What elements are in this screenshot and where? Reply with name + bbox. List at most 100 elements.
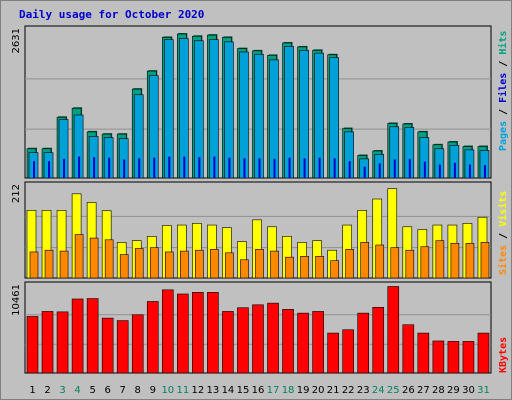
y-max-label: 212 [11,184,22,203]
sites-bar [119,254,129,279]
pages-bar [108,157,111,178]
day-label: 13 [207,385,220,396]
kbytes-bar [462,341,475,374]
pages-bar [33,161,35,178]
day-label: 28 [432,385,445,396]
pages-bar [468,164,471,178]
sites-bar [390,247,400,279]
kbytes-bar [41,311,54,374]
sites-bar [270,250,279,279]
day-label: 12 [192,385,205,396]
sites-bar [180,250,189,279]
day-label: 6 [104,385,110,396]
day-label: 7 [120,385,126,396]
kbytes-bar [237,307,249,374]
kbytes-bar [192,292,204,374]
pages-bar [273,158,276,178]
kbytes-bar [177,293,189,374]
y-max-label: 2631 [11,28,22,53]
day-label: 16 [252,385,265,396]
day-label: 29 [447,385,460,396]
sites-bar [59,250,69,279]
pages-bar [153,157,156,178]
legend-pages: Pages [498,121,509,151]
series-legend-label: Pages / Files / Hits [497,31,509,151]
pages-bar [48,161,51,178]
kbytes-bar [71,298,84,374]
pages-bar [198,157,201,178]
pages-bar [138,158,141,178]
day-label: 24 [372,385,385,396]
kbytes-bar [252,304,264,374]
legend-separator: / [498,103,509,121]
pages-bar [213,156,216,178]
y-max-label: 10461 [11,284,22,316]
sites-bar [405,249,415,279]
day-label: 3 [59,385,65,396]
kbytes-bar [447,341,460,374]
pages-bar [423,161,426,178]
pages-bar [303,158,306,178]
sites-bar [225,252,234,279]
pages-bar [363,166,366,178]
kbytes-bar [86,298,99,374]
legend-separator: / [498,227,509,245]
sites-bar [285,256,294,279]
chart-title: Daily usage for October 2020 [19,8,205,21]
pages-bar [453,162,456,178]
legend-hits: Hits [497,31,509,55]
sites-bar [134,248,144,279]
sites-bar [315,256,324,279]
sites-bar [195,249,204,279]
kbytes-bar [342,329,354,374]
day-label: 8 [135,385,141,396]
day-label: 11 [176,385,189,396]
day-label: 10 [161,385,174,396]
pages-bar [288,157,291,178]
pages-bar [93,157,96,178]
kbytes-bar [312,311,324,374]
legend-files: Files [497,73,509,103]
kbytes-bar [297,312,309,374]
pages-bar [123,159,126,178]
kbytes-bar [161,289,174,374]
kbytes-bar [387,286,400,374]
day-label: 27 [417,385,430,396]
day-label: 1 [29,385,35,396]
day-label: 9 [150,385,156,396]
kbytes-bar [207,292,219,374]
kbytes-bar [327,332,339,374]
files-bar [224,41,234,179]
sites-bar [420,246,430,279]
sites-bar [149,247,159,279]
legend-sites: Sites [497,245,509,275]
pages-bar [408,158,411,178]
kbytes-bar [222,311,234,374]
series-legend-label: KBytes [498,337,509,373]
day-label: 2 [44,385,50,396]
day-label: 23 [357,385,370,396]
kbytes-bar [26,316,39,374]
pages-bar [243,158,246,178]
pages-bar [183,156,186,178]
kbytes-bar [101,317,114,374]
day-label: 21 [327,385,340,396]
sites-bar [330,260,339,279]
day-label: 17 [267,385,280,396]
sites-bar [240,259,249,279]
kbytes-bar [116,320,129,374]
day-label: 4 [74,385,80,396]
pages-bar [378,163,381,178]
sites-bar [29,251,39,279]
kbytes-bar [372,306,385,374]
day-label: 30 [462,385,475,396]
kbytes-bar [146,301,159,374]
sites-bar [74,234,84,279]
sites-bar [345,249,354,279]
pages-bar [438,164,441,178]
kbytes-bar [417,332,430,374]
pages-bar [228,157,231,178]
pages-bar [78,156,81,178]
day-label: 25 [387,385,400,396]
